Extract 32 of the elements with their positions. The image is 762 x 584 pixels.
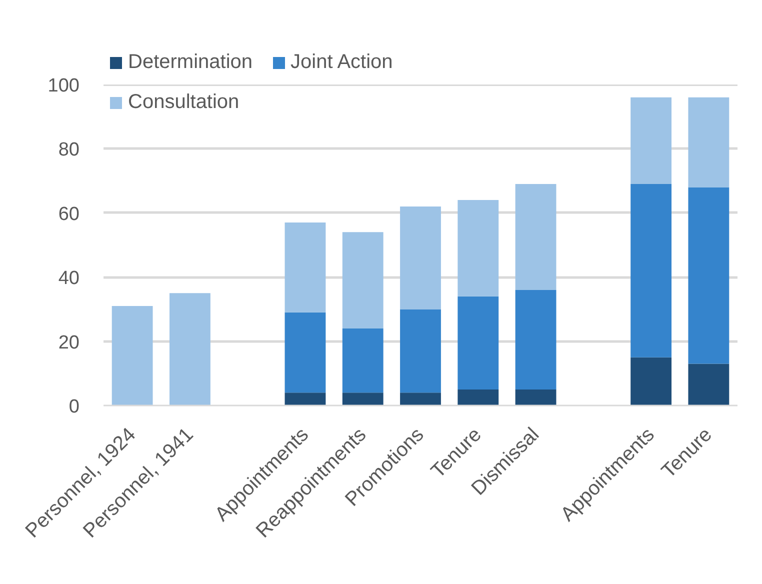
bar	[400, 309, 441, 393]
bar	[458, 389, 499, 406]
bar	[688, 364, 730, 406]
y-tick-label: 20	[58, 332, 80, 354]
bar	[342, 392, 384, 406]
bar	[112, 306, 153, 406]
y-tick-label: 40	[58, 268, 80, 290]
legend-label: Determination	[128, 51, 253, 74]
bar	[630, 97, 672, 184]
bar	[515, 184, 556, 290]
bar	[630, 357, 672, 406]
legend-label: Joint Action	[290, 51, 393, 74]
bar	[630, 184, 672, 358]
bar	[515, 290, 556, 390]
bar	[688, 97, 730, 188]
bar	[458, 200, 499, 296]
bar	[400, 392, 441, 406]
bar	[284, 312, 326, 393]
bar	[458, 296, 499, 390]
y-tick-label: 0	[68, 396, 80, 418]
bar	[688, 187, 730, 364]
y-tick-label: 80	[58, 140, 80, 161]
bar	[169, 293, 210, 406]
bar	[515, 389, 556, 406]
bar	[284, 222, 326, 312]
legend-label: Consultation	[128, 91, 240, 114]
bar	[400, 206, 441, 310]
bar	[284, 392, 326, 406]
y-tick-label: 60	[58, 204, 80, 225]
bar	[342, 232, 384, 328]
y-tick-label: 100	[48, 76, 80, 96]
bar	[342, 328, 384, 393]
